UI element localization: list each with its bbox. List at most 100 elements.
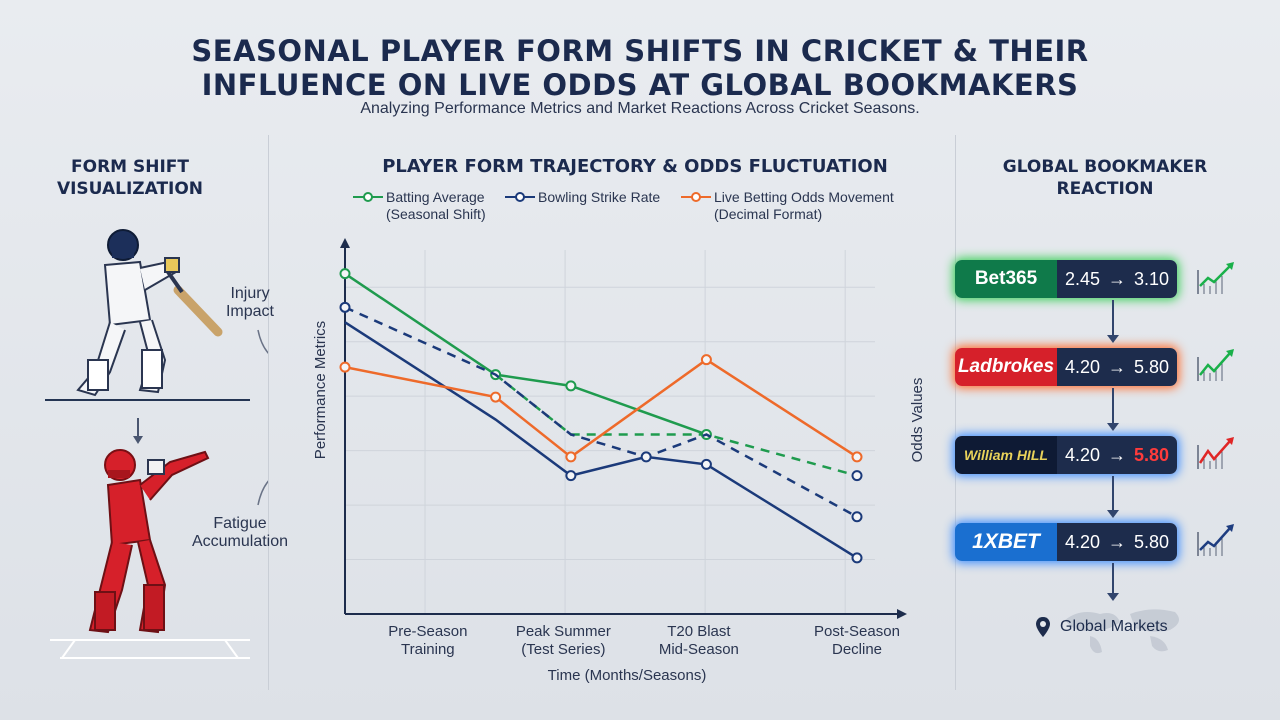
form-shift-title-line-1: FORM SHIFT	[71, 157, 189, 177]
connector-arrow-2	[1112, 388, 1114, 423]
bookmaker-title-line-2: REACTION	[1056, 179, 1154, 199]
william-hill-logo: William HILL	[955, 436, 1057, 474]
curved-arrow-icon	[257, 329, 268, 354]
bookmaker-row-ladbrokes: Ladbrokes 4.20 → 5.80	[955, 348, 1177, 386]
page-title: SEASONAL PLAYER FORM SHIFTS IN CRICKET &…	[0, 34, 1280, 102]
x-tick-label-3-1: Decline	[832, 641, 882, 658]
bet365-logo: Bet365	[955, 260, 1057, 298]
1xbet-name: 1XBET	[972, 530, 1040, 553]
curved-arrow-icon-2	[257, 480, 268, 506]
legend-label-batting: Batting Average	[386, 189, 485, 205]
bookmaker-row-1xbet: 1XBET 4.20 → 5.80	[955, 523, 1177, 561]
chart-grid	[345, 250, 875, 614]
x-tick-label-3-0: Post-Season	[814, 623, 900, 640]
x-tick-label-1-0: Peak Summer	[516, 623, 611, 640]
legend-label-odds: Live Betting Odds Movement	[714, 189, 894, 205]
connector-arrow-head-1	[1107, 335, 1119, 343]
series-1-point-2	[640, 451, 652, 463]
header: SEASONAL PLAYER FORM SHIFTS IN CRICKET &…	[0, 0, 1280, 135]
x-axis-arrowhead	[897, 609, 907, 619]
series-2-point-3	[700, 354, 712, 366]
batsman-red-figure	[50, 449, 250, 659]
william-hill-odds-arrow: →	[1108, 444, 1126, 465]
1xbet-logo: 1XBET	[955, 523, 1057, 561]
series-0-point-0	[339, 268, 351, 280]
series-1-point-6	[851, 552, 863, 564]
ladbrokes-odds-to: 5.80	[1134, 356, 1170, 377]
world-map-icon	[1065, 609, 1179, 654]
title-line-1: SEASONAL PLAYER FORM SHIFTS IN CRICKET &…	[191, 34, 1089, 68]
fatigue-note: Fatigue Accumulation	[180, 515, 300, 551]
series-0-point-2	[565, 380, 577, 392]
y-axis-arrowhead	[340, 238, 350, 248]
batsman-white-figure	[45, 229, 250, 401]
bet365-odds-to: 3.10	[1134, 268, 1170, 289]
right-divider	[955, 135, 956, 690]
ladbrokes-odds-arrow: →	[1108, 356, 1126, 377]
location-pin-icon	[1036, 617, 1050, 637]
title-line-2: INFLUENCE ON LIVE ODDS AT GLOBAL BOOKMAK…	[201, 68, 1079, 102]
legend-item-bowling: Bowling Strike Rate	[538, 189, 661, 205]
william-hill-name: William HILL	[964, 447, 1048, 463]
x-tick-label-0-1: Training	[401, 641, 455, 658]
legend-sublabel-odds: (Decimal Format)	[714, 206, 823, 222]
legend-sublabel-batting: (Seasonal Shift)	[386, 206, 486, 222]
connector-arrow-3	[1112, 476, 1114, 510]
y-axis-label: Performance Metrics	[312, 321, 329, 459]
bet365-odds: 2.45 → 3.10	[1057, 260, 1177, 298]
trend-up-blue-icon	[1197, 524, 1234, 556]
legend-marker-odds	[681, 192, 711, 202]
series-1-dashed-line	[344, 306, 858, 518]
legend-marker-batting	[353, 192, 383, 202]
x-tick-label-2-1: Mid-Season	[659, 641, 739, 658]
x-axis-label: Time (Months/Seasons)	[548, 667, 707, 684]
trend-up-red-icon	[1197, 437, 1234, 469]
ladbrokes-logo: Ladbrokes	[955, 348, 1057, 386]
chart-title: PLAYER FORM TRAJECTORY & ODDS FLUCTUATIO…	[382, 156, 888, 177]
x-tick-label-2-0: T20 Blast	[667, 623, 731, 640]
series-1-solid-line	[344, 321, 858, 559]
injury-impact-line-2: Impact	[225, 303, 274, 320]
series-2-point-4	[851, 451, 863, 463]
series-2-point-0	[339, 361, 351, 373]
cricketer-illustration	[45, 229, 268, 659]
page-subtitle: Analyzing Performance Metrics and Market…	[360, 100, 920, 117]
bookmaker-title-line-1: GLOBAL BOOKMAKER	[1002, 157, 1208, 177]
fatigue-line-2: Accumulation	[191, 533, 289, 550]
1xbet-odds-from: 4.20	[1064, 531, 1100, 552]
series-0-solid-line	[344, 272, 707, 436]
x-tick-label-1-1: (Test Series)	[521, 641, 605, 658]
bet365-name: Bet365	[974, 268, 1038, 289]
global-markets-label: Global Markets	[1060, 618, 1168, 635]
series-2-point-1	[490, 391, 502, 403]
ladbrokes-odds-from: 4.20	[1064, 356, 1100, 377]
bet365-odds-arrow: →	[1108, 268, 1126, 289]
ladbrokes-odds: 4.20 → 5.80	[1057, 348, 1177, 386]
bet365-odds-from: 2.45	[1064, 268, 1100, 289]
william-hill-odds-to: 5.80	[1134, 444, 1170, 465]
connector-arrow-4	[1112, 563, 1114, 593]
trend-up-green-icon	[1197, 262, 1234, 294]
bookmaker-row-bet365: Bet365 2.45 → 3.10	[955, 260, 1177, 298]
1xbet-odds-to: 5.80	[1134, 531, 1170, 552]
y2-axis-label: Odds Values	[909, 378, 926, 463]
connector-arrow-1	[1112, 300, 1114, 335]
fatigue-line-1: Fatigue	[213, 515, 267, 532]
connector-arrow-head-2	[1107, 423, 1119, 431]
legend-item-batting: Batting Average (Seasonal Shift)	[386, 189, 486, 223]
bookmaker-row-william-hill: William HILL 4.20 → 5.80	[955, 436, 1177, 474]
series-1-point-3	[700, 458, 712, 470]
form-shift-title: FORM SHIFT VISUALIZATION	[30, 156, 230, 200]
series-1-point-4	[851, 470, 863, 482]
bookmaker-title: GLOBAL BOOKMAKER REACTION	[965, 156, 1245, 200]
form-shift-title-line-2: VISUALIZATION	[56, 179, 204, 199]
connector-arrow-head-3	[1107, 510, 1119, 518]
chart-series	[339, 268, 863, 564]
connector-arrow-head-4	[1107, 593, 1119, 601]
ladbrokes-name: Ladbrokes	[957, 356, 1055, 377]
x-tick-label-0-0: Pre-Season	[388, 623, 467, 640]
injury-impact-note: Injury Impact	[205, 285, 295, 321]
series-1-point-5	[851, 511, 863, 523]
left-divider	[268, 135, 269, 690]
